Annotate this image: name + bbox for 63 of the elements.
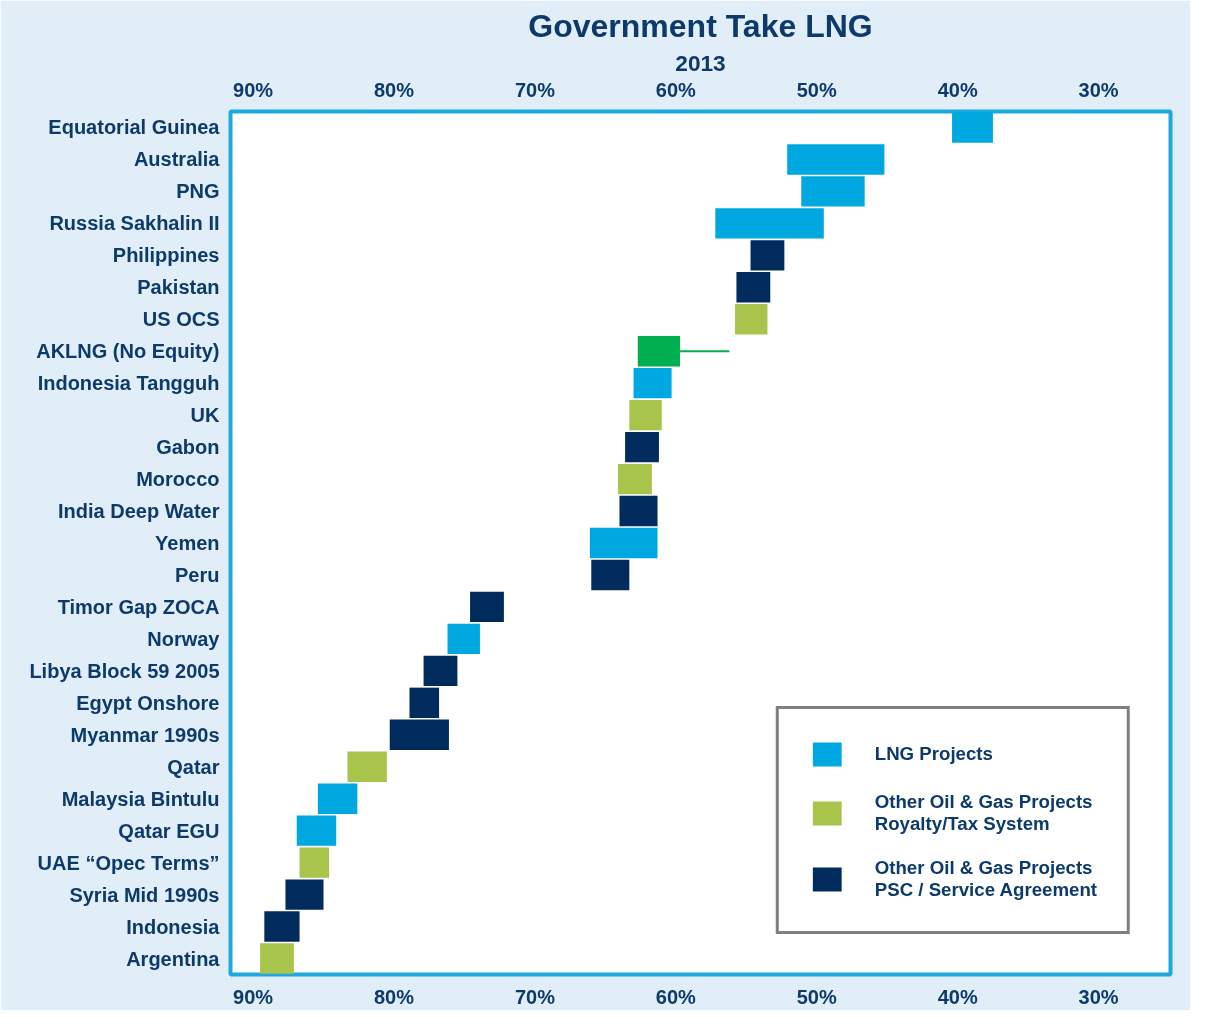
- bar: [389, 719, 449, 750]
- y-tick-label: UAE “Opec Terms”: [37, 851, 220, 874]
- y-tick-label: Russia Sakhalin II: [49, 212, 220, 235]
- bar: [591, 559, 630, 591]
- chart-title: Government Take LNG: [528, 7, 873, 44]
- y-tick-label: Yemen: [155, 532, 220, 554]
- bar: [470, 591, 504, 623]
- y-tick-label: UK: [190, 404, 221, 427]
- y-tick-label: Peru: [175, 563, 220, 586]
- bar: [589, 527, 658, 559]
- y-tick-label: Libya Block 59 2005: [29, 659, 220, 682]
- y-tick-label: Egypt Onshore: [76, 691, 220, 714]
- y-tick-label: India Deep Water: [57, 500, 220, 523]
- y-tick-label: PNG: [176, 180, 220, 203]
- y-tick-label: Philippines: [112, 244, 220, 267]
- y-tick-label: Qatar: [167, 755, 220, 778]
- legend-label: Other Oil & Gas Projects PSC / Service Agreement: [874, 857, 1097, 901]
- y-tick-label: Norway: [147, 627, 221, 650]
- chart-subtitle: 2013: [675, 49, 726, 76]
- bar: [629, 399, 662, 431]
- bar: [735, 304, 768, 335]
- bar: [619, 495, 658, 527]
- bar: [347, 751, 387, 782]
- x2-tick-label: 30%: [1078, 985, 1119, 1008]
- x2-tick-label: 70%: [514, 985, 556, 1008]
- y-tick-label: Pakistan: [137, 276, 220, 299]
- y-tick-label: Equatorial Guinea: [48, 116, 221, 139]
- bar: [618, 463, 652, 495]
- bar: [633, 368, 672, 399]
- y-tick-label: Indonesia Tangguh: [37, 372, 220, 395]
- x2-tick-label: 40%: [937, 985, 978, 1008]
- y-tick-label: Myanmar 1990s: [70, 723, 220, 746]
- x2-tick-label: 50%: [796, 985, 837, 1008]
- x2-tick-label: 80%: [373, 985, 415, 1008]
- bar: [423, 655, 458, 687]
- bar: [625, 431, 659, 463]
- x-tick-label: 60%: [655, 78, 697, 101]
- bar: [299, 847, 330, 878]
- y-tick-label: Qatar EGU: [118, 819, 220, 842]
- x-tick-label: 50%: [796, 78, 837, 101]
- bar: [447, 623, 480, 655]
- bar: [409, 687, 440, 718]
- y-tick-label: AKLNG (No Equity): [36, 340, 220, 363]
- bar: [952, 112, 993, 143]
- y-tick-label: US OCS: [142, 308, 220, 331]
- y-tick-label: Timor Gap ZOCA: [57, 595, 220, 618]
- x-tick-label: 40%: [937, 78, 978, 101]
- x-tick-label: 30%: [1078, 78, 1119, 101]
- y-tick-label: Malaysia Bintulu: [61, 787, 220, 810]
- y-tick-label: Argentina: [126, 947, 221, 970]
- x-tick-label: 70%: [514, 78, 556, 101]
- y-tick-label: Gabon: [156, 436, 220, 459]
- y-tick-label: Syria Mid 1990s: [69, 883, 220, 906]
- legend-label: Other Oil & Gas Projects Royalty/Tax System: [874, 791, 1093, 835]
- y-tick-label: Indonesia: [126, 915, 221, 938]
- y-tick-label: Morocco: [136, 468, 220, 491]
- x2-tick-label: 60%: [655, 985, 697, 1008]
- x-tick-label: 90%: [233, 78, 274, 101]
- legend-label: LNG Projects: [874, 743, 993, 765]
- x-tick-label: 80%: [373, 78, 415, 101]
- bar: [260, 943, 294, 974]
- x2-tick-label: 90%: [233, 985, 274, 1008]
- y-tick-label: Australia: [133, 148, 221, 171]
